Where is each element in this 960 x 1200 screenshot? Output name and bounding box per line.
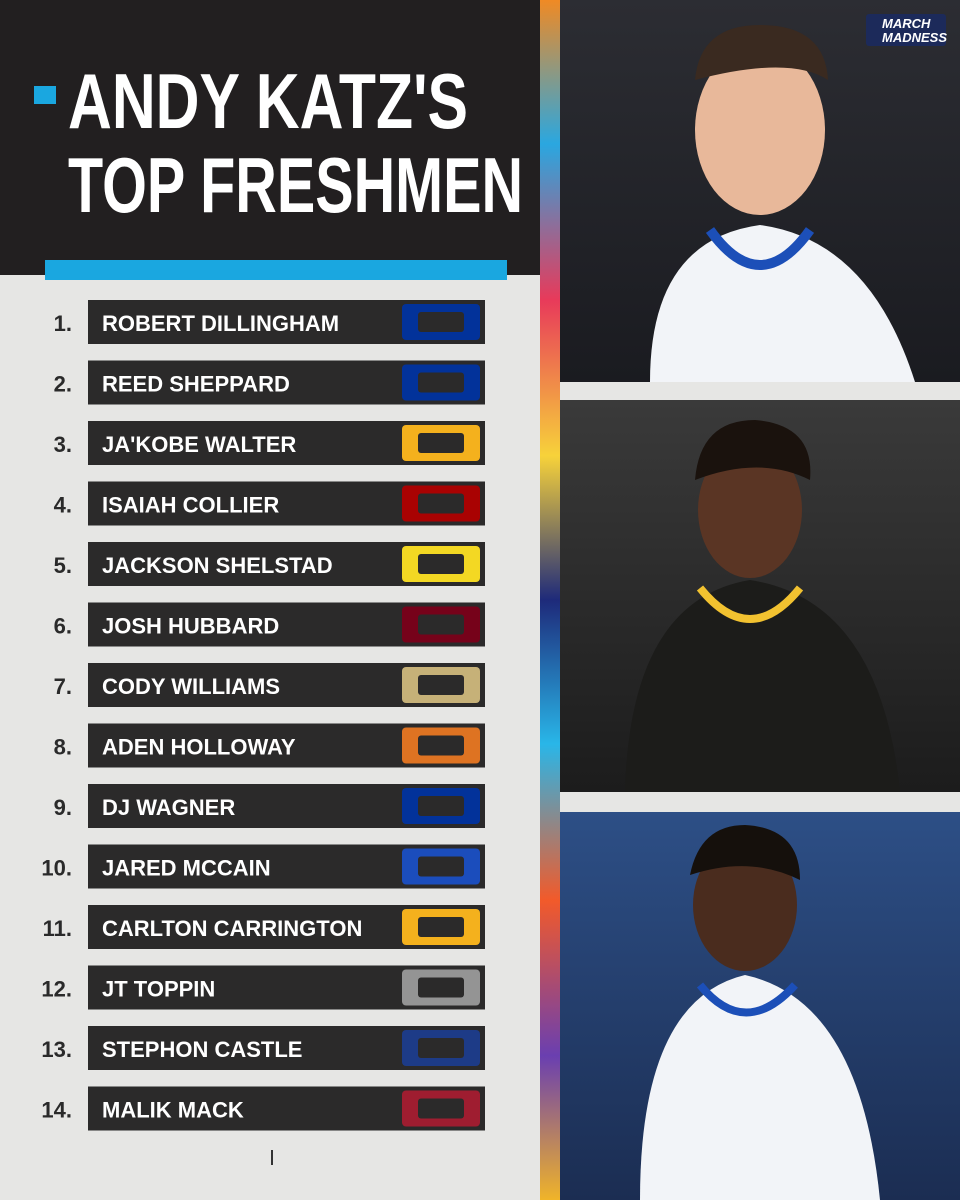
list-row: 13. STEPHON CASTLE bbox=[41, 1026, 485, 1070]
accent-bar bbox=[45, 260, 507, 280]
title-line: TOP FRESHMEN bbox=[68, 141, 523, 229]
school-logo-detail bbox=[418, 312, 464, 332]
list-row: 10. JARED MCCAIN bbox=[41, 844, 485, 889]
player-name: ROBERT DILLINGHAM bbox=[102, 311, 339, 336]
school-logo-detail bbox=[418, 735, 464, 756]
player-name: MALIK MACK bbox=[102, 1098, 244, 1123]
title-line: ANDY KATZ'S bbox=[68, 57, 468, 145]
player-name: JT TOPPIN bbox=[102, 977, 215, 1002]
rank: 9. bbox=[54, 795, 72, 820]
rank: 14. bbox=[41, 1098, 72, 1123]
player-name: ISAIAH COLLIER bbox=[102, 493, 279, 518]
player-name: JOSH HUBBARD bbox=[102, 614, 279, 639]
player-name: DJ WAGNER bbox=[102, 795, 235, 820]
list-row: 6. JOSH HUBBARD bbox=[54, 602, 485, 647]
school-logo-detail bbox=[418, 917, 464, 937]
player-name: JA'KOBE WALTER bbox=[102, 432, 296, 457]
player-name: ADEN HOLLOWAY bbox=[102, 735, 296, 760]
player-name: JACKSON SHELSTAD bbox=[102, 553, 333, 578]
school-logo-detail bbox=[418, 977, 464, 998]
school-logo-detail bbox=[418, 493, 464, 514]
photo bbox=[560, 812, 960, 1200]
school-logo-detail bbox=[418, 675, 464, 695]
list-row: 1. ROBERT DILLINGHAM bbox=[54, 300, 485, 344]
list-row: 9. DJ WAGNER bbox=[54, 784, 485, 828]
brand-logo: MARCH MADNESS bbox=[866, 14, 947, 46]
list-row: 11. CARLTON CARRINGTON bbox=[43, 905, 485, 949]
rank: 3. bbox=[54, 432, 72, 457]
accent-square bbox=[34, 86, 56, 104]
list-row: 8. ADEN HOLLOWAY bbox=[54, 723, 485, 768]
school-logo-detail bbox=[418, 1098, 464, 1119]
list-row: 2. REED SHEPPARD bbox=[54, 360, 485, 405]
rank: 7. bbox=[54, 674, 72, 699]
brand-text: MARCH bbox=[882, 16, 931, 31]
rank: 5. bbox=[54, 553, 72, 578]
school-logo-detail bbox=[418, 433, 464, 453]
school-logo-detail bbox=[418, 372, 464, 393]
school-logo-detail bbox=[418, 554, 464, 574]
player-name: STEPHON CASTLE bbox=[102, 1037, 302, 1062]
list-row: 14. MALIK MACK bbox=[41, 1086, 485, 1131]
rank: 6. bbox=[54, 614, 72, 639]
rank: 2. bbox=[54, 372, 72, 397]
list-row: 3. JA'KOBE WALTER bbox=[54, 421, 485, 465]
player-name: CARLTON CARRINGTON bbox=[102, 916, 362, 941]
rank: 10. bbox=[41, 856, 72, 881]
school-logo-detail bbox=[418, 856, 464, 877]
color-stripe bbox=[540, 0, 560, 1200]
rank: 11. bbox=[43, 916, 72, 941]
player-name: REED SHEPPARD bbox=[102, 372, 290, 397]
list-row: 12. JT TOPPIN bbox=[41, 965, 485, 1010]
rank: 13. bbox=[41, 1037, 72, 1062]
list-row: 5. JACKSON SHELSTAD bbox=[54, 542, 485, 586]
player-name: CODY WILLIAMS bbox=[102, 674, 280, 699]
rank: 4. bbox=[54, 493, 72, 518]
list-row: 4. ISAIAH COLLIER bbox=[54, 481, 485, 526]
school-logo-detail bbox=[418, 1038, 464, 1058]
photo bbox=[560, 0, 960, 382]
player-name: JARED MCCAIN bbox=[102, 856, 271, 881]
photo bbox=[560, 400, 960, 792]
rank: 12. bbox=[41, 977, 72, 1002]
header-panel bbox=[0, 0, 540, 275]
school-logo-detail bbox=[418, 614, 464, 635]
school-logo-detail bbox=[418, 796, 464, 816]
list-row: 7. CODY WILLIAMS bbox=[54, 663, 485, 707]
rank: 8. bbox=[54, 735, 72, 760]
brand-text: MADNESS bbox=[882, 30, 947, 45]
rank: 1. bbox=[54, 311, 72, 336]
